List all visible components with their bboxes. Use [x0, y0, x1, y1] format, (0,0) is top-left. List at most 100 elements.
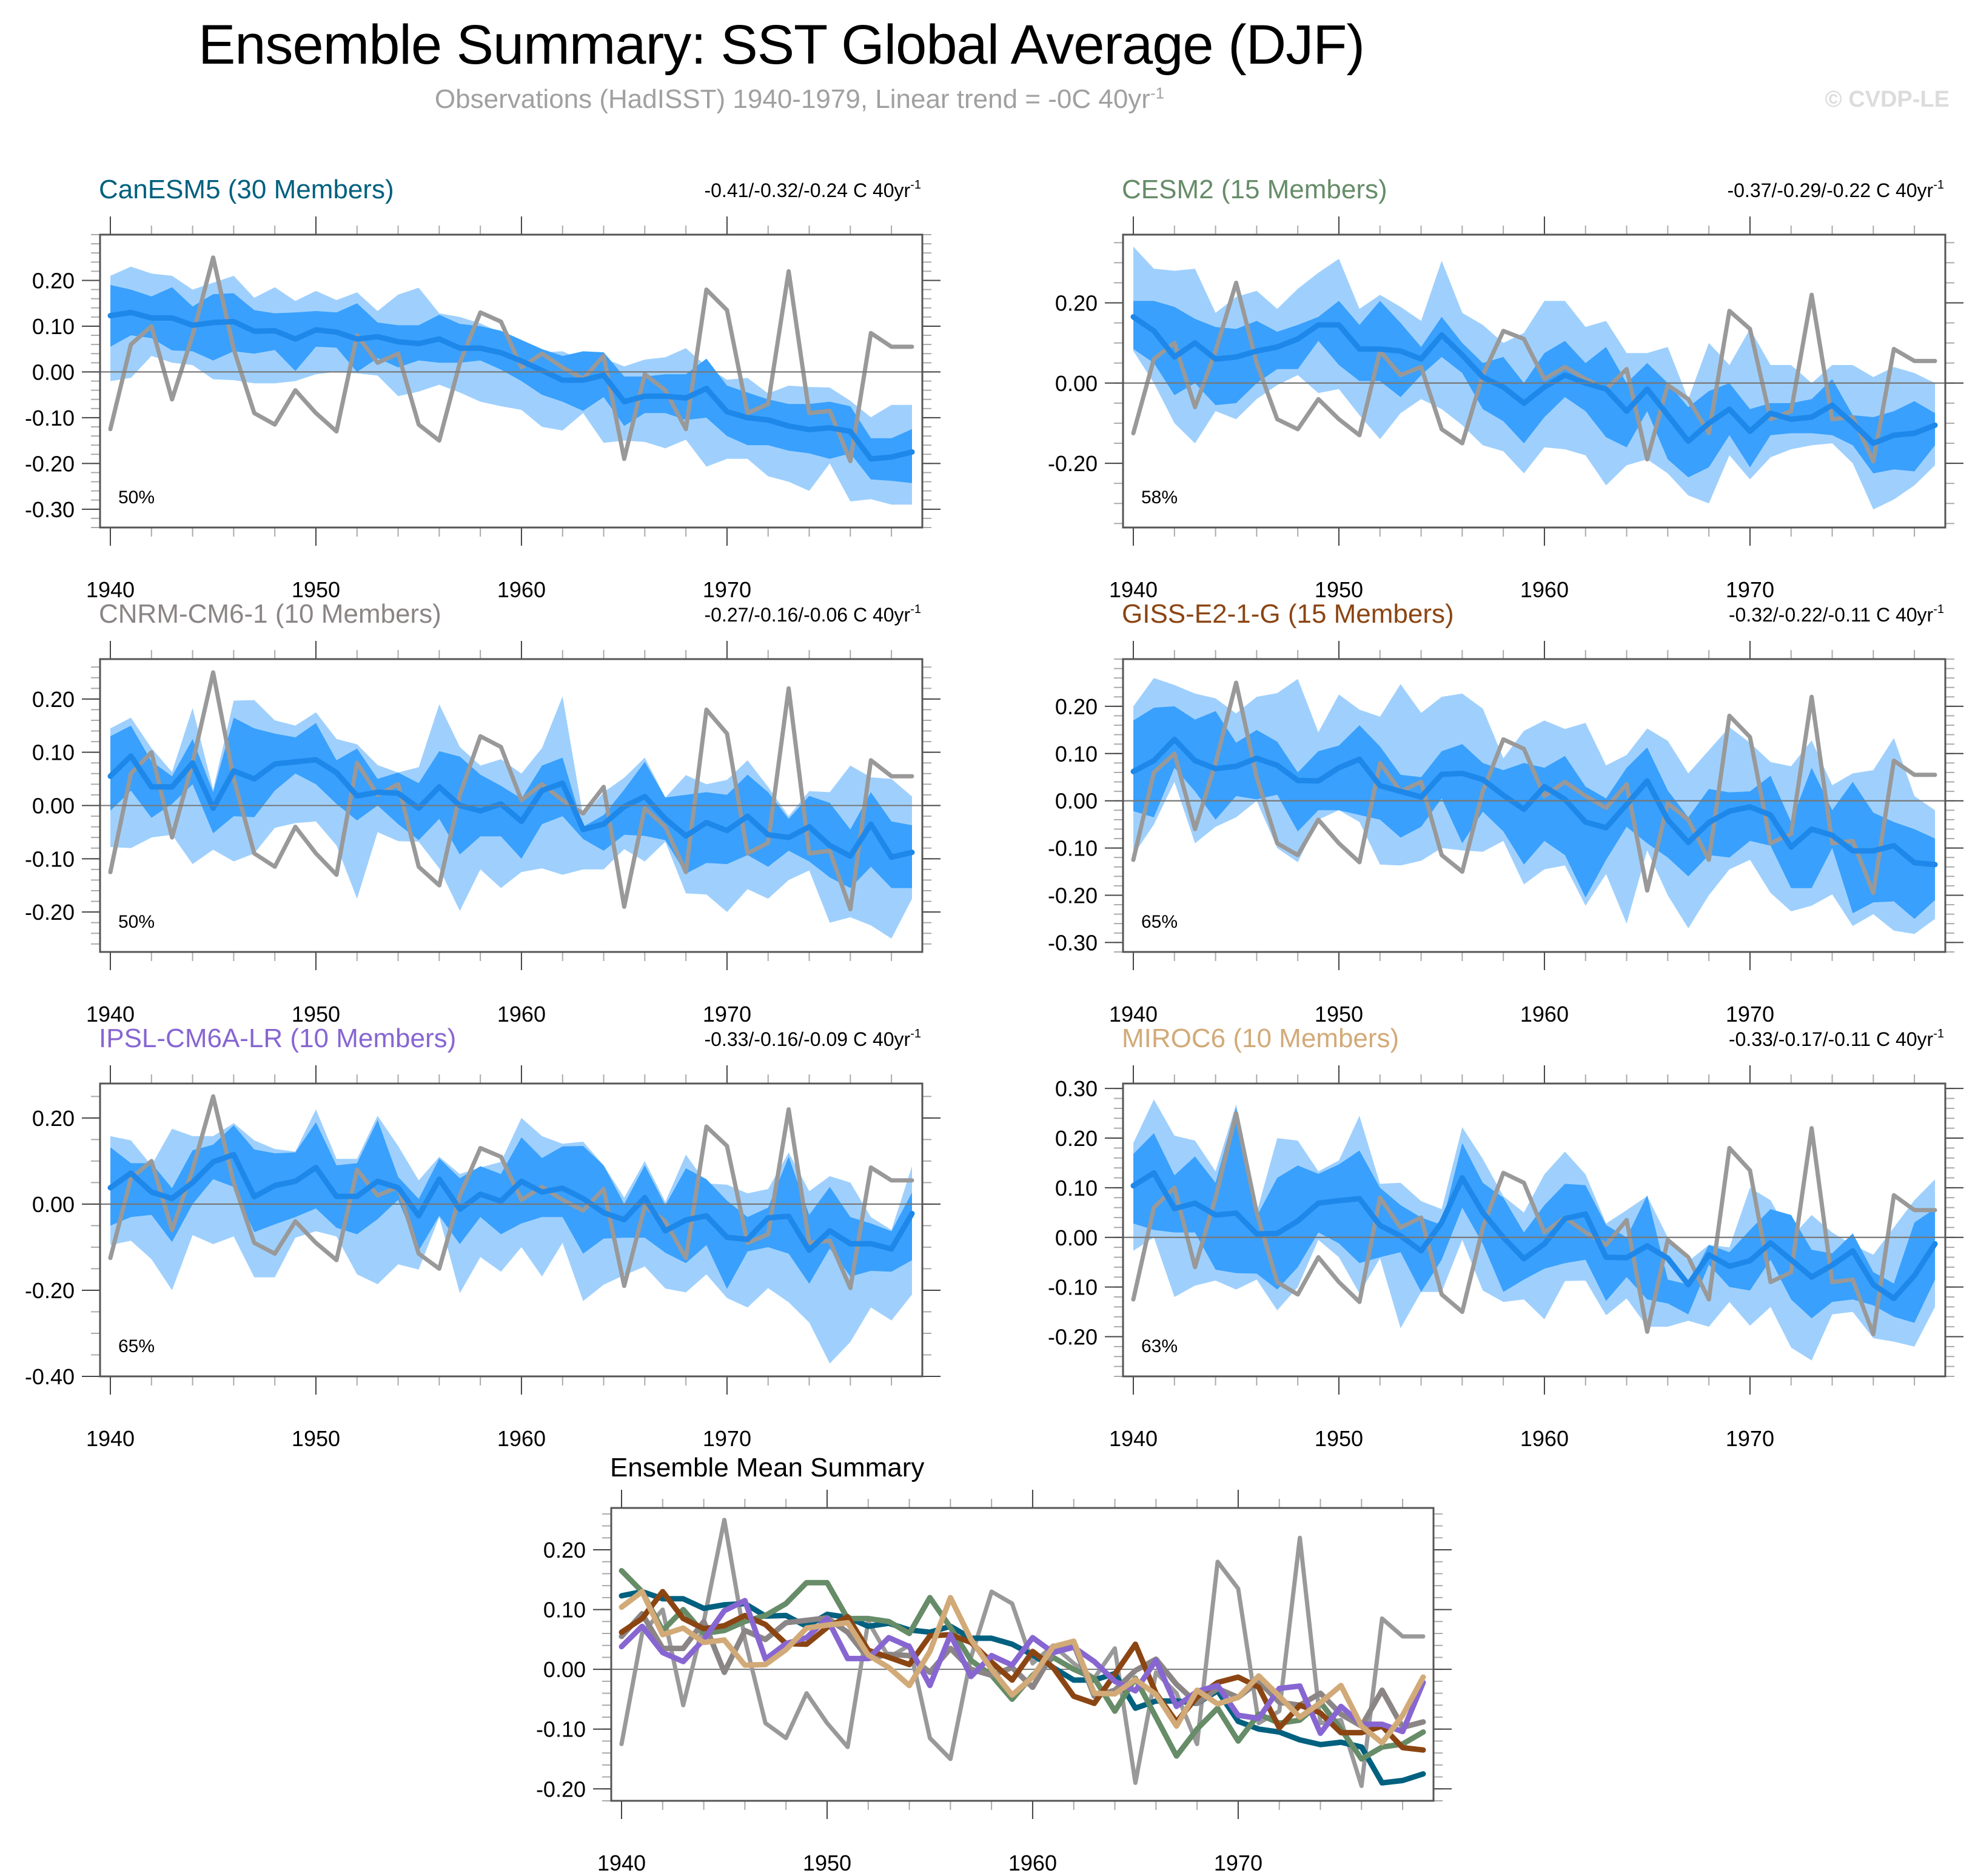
- x-tick-label: 1970: [703, 1002, 751, 1027]
- percent-label: 50%: [118, 487, 155, 508]
- plot-body: [100, 255, 922, 505]
- plot-frame-top: [610, 1507, 1435, 1802]
- plot-frame-top: [99, 233, 924, 529]
- trend-range: -0.33/-0.17/-0.11 C 40yr-1: [1729, 1027, 1944, 1050]
- y-tick-label: -0.20: [1048, 1325, 1098, 1350]
- plot-body: [1123, 1099, 1945, 1361]
- observations-line: [1131, 680, 1937, 896]
- subtitle-text: Observations (HadISST) 1940-1979, Linear…: [434, 84, 1150, 114]
- x-tick-label: 1960: [1520, 577, 1569, 602]
- y-tick-label: 0.00: [1055, 1225, 1098, 1250]
- x-tick-label: 1970: [1726, 1002, 1774, 1027]
- observations-line: [108, 670, 914, 912]
- observations-line: [619, 1518, 1426, 1788]
- trend-value: -0.41/-0.32/-0.24 C 40yr: [704, 179, 910, 201]
- copyright-watermark: © CVDP-LE: [1825, 87, 1950, 112]
- trend-superscript: -1: [1933, 603, 1944, 616]
- percent-label: 63%: [1141, 1336, 1178, 1356]
- y-tick-label: -0.20: [25, 1278, 75, 1303]
- y-tick-label: 0.20: [32, 687, 75, 712]
- percent-label: 65%: [1141, 912, 1178, 932]
- plot-body: [100, 670, 922, 939]
- panel-miroc6: MIROC6 (10 Members) -0.33/-0.17/-0.11 C 4…: [1048, 1023, 1963, 1451]
- panel-title: CESM2 (15 Members): [1122, 175, 1387, 204]
- trend-value: -0.33/-0.16/-0.09 C 40yr: [704, 1028, 910, 1050]
- x-tick-label: 1940: [86, 577, 135, 602]
- y-tick-label: 0.20: [32, 1106, 75, 1131]
- plot-frame-top: [1122, 1082, 1946, 1378]
- trend-range: -0.32/-0.22/-0.11 C 40yr-1: [1729, 603, 1944, 626]
- y-tick-label: -0.40: [25, 1364, 75, 1389]
- y-tick-label: 0.00: [1055, 371, 1098, 396]
- panel-cesm2: CESM2 (15 Members) -0.37/-0.29/-0.22 C 40…: [1048, 175, 1963, 602]
- plot-body: [100, 1094, 922, 1364]
- y-tick-label: -0.20: [1048, 883, 1098, 908]
- observations-line: [1131, 280, 1937, 464]
- panel-title: GISS-E2-1-G (15 Members): [1122, 599, 1454, 629]
- x-tick-label: 1950: [292, 1426, 340, 1451]
- ensemble-mean-line: [1130, 736, 1938, 868]
- x-tick-label: 1960: [497, 577, 546, 602]
- spread-inner-band: [1133, 1107, 1935, 1323]
- panel-title: MIROC6 (10 Members): [1122, 1023, 1399, 1053]
- y-tick-label: -0.10: [536, 1717, 586, 1742]
- x-tick-label: 1940: [1109, 1002, 1158, 1027]
- y-tick-label: 0.20: [1055, 1126, 1098, 1151]
- y-tick-label: -0.10: [25, 846, 75, 871]
- x-tick-label: 1970: [1214, 1851, 1262, 1875]
- trend-value: -0.37/-0.29/-0.22 C 40yr: [1727, 179, 1933, 201]
- trend-range: -0.27/-0.16/-0.06 C 40yr-1: [704, 603, 921, 626]
- y-tick-label: 0.30: [1055, 1076, 1098, 1101]
- x-tick-label: 1950: [803, 1851, 851, 1875]
- y-tick-label: 0.00: [32, 360, 75, 384]
- y-tick-label: 0.00: [1055, 789, 1098, 814]
- panel-cnrm-cm6-1: CNRM-CM6-1 (10 Members) -0.27/-0.16/-0.06…: [25, 599, 941, 1027]
- x-tick-label: 1960: [1008, 1851, 1057, 1875]
- x-tick-label: 1960: [497, 1426, 546, 1451]
- y-tick-label: 0.10: [1055, 742, 1098, 766]
- x-tick-label: 1940: [86, 1426, 135, 1451]
- ensemble-mean-line-giss-e2-1-g: [619, 1589, 1426, 1753]
- trend-value: -0.27/-0.16/-0.06 C 40yr: [704, 604, 910, 626]
- panel-ipsl-cm6a-lr: IPSL-CM6A-LR (10 Members) -0.33/-0.16/-0.…: [25, 1023, 941, 1451]
- y-tick-label: 0.10: [543, 1598, 586, 1623]
- trend-value: -0.32/-0.22/-0.11 C 40yr: [1729, 604, 1934, 626]
- y-tick-label: -0.30: [1048, 930, 1098, 955]
- observations-line: [108, 1094, 914, 1290]
- plot-frame-top: [99, 658, 924, 953]
- panel-giss-e2-1-g: GISS-E2-1-G (15 Members) -0.32/-0.22/-0.1…: [1048, 599, 1963, 1027]
- ensemble-mean-line: [1130, 1170, 1938, 1301]
- panel-canesm5: CanESM5 (30 Members) -0.41/-0.32/-0.24 C …: [25, 175, 941, 602]
- trend-superscript: -1: [910, 178, 921, 192]
- x-tick-label: 1960: [497, 1002, 546, 1027]
- ensemble-mean-line: [107, 309, 915, 462]
- y-tick-label: 0.20: [1055, 290, 1098, 315]
- spread-inner-band: [1133, 301, 1935, 478]
- summary-title: Ensemble Mean Summary: [610, 1453, 924, 1482]
- trend-superscript: -1: [910, 1027, 921, 1040]
- ensemble-mean-line: [107, 753, 915, 860]
- x-tick-label: 1950: [1315, 1002, 1363, 1027]
- trend-range: -0.41/-0.32/-0.24 C 40yr-1: [704, 178, 921, 201]
- y-tick-label: 0.00: [32, 794, 75, 819]
- y-tick-label: 0.20: [1055, 694, 1098, 719]
- y-tick-label: -0.20: [536, 1777, 586, 1801]
- observations-line: [1131, 1111, 1937, 1336]
- trend-superscript: -1: [910, 603, 921, 616]
- plot-body: [619, 1518, 1426, 1788]
- main-title-text: Ensemble Summary: SST Global Average (DJ…: [198, 14, 1365, 76]
- plot-frame-top: [1122, 658, 1946, 953]
- x-tick-label: 1960: [1520, 1426, 1569, 1451]
- x-tick-label: 1940: [597, 1851, 646, 1875]
- percent-label: 58%: [1141, 487, 1178, 508]
- spread-inner-band: [1133, 706, 1935, 919]
- subtitle: Observations (HadISST) 1940-1979, Linear…: [0, 84, 1975, 115]
- plot-body: [1123, 246, 1945, 510]
- x-tick-label: 1940: [1109, 577, 1158, 602]
- ensemble-mean-line-miroc6: [619, 1589, 1426, 1746]
- trend-value: -0.33/-0.17/-0.11 C 40yr: [1729, 1028, 1934, 1050]
- y-tick-label: 0.00: [543, 1657, 586, 1682]
- plot-frame-top: [99, 1082, 924, 1378]
- y-tick-label: 0.20: [543, 1538, 586, 1563]
- x-tick-label: 1950: [1315, 577, 1363, 602]
